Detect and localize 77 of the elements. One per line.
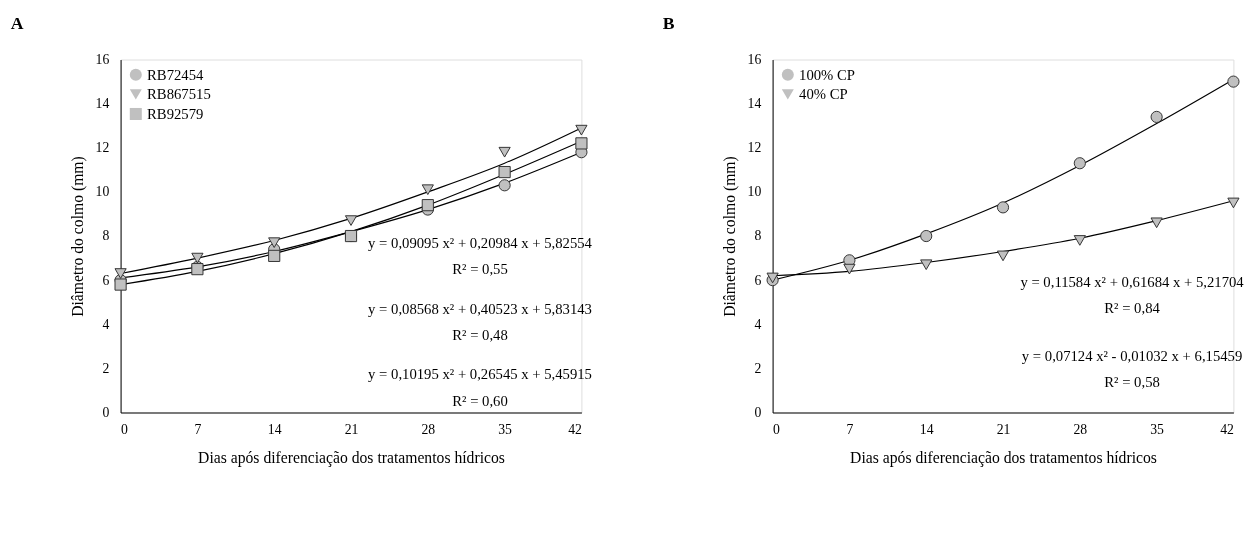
y-tick-label: 10 [747,184,762,200]
point [996,201,1010,214]
annotation: y = 0,10195 x² + 0,26545 x + 5,45915 [368,366,592,383]
point [1150,110,1163,123]
annotation: R² = 0,84 [1104,300,1161,317]
point [575,137,588,150]
point [1227,75,1240,88]
y-tick-label: 2 [102,360,110,376]
point [344,215,358,226]
x-axis-title: Dias após diferenciação dos tratamentos hídricos [850,449,1157,468]
x-tick-label: 14 [267,421,282,437]
point [498,146,511,158]
x-tick-label: 42 [568,421,583,437]
y-tick-label: 8 [102,228,110,244]
annotation: y = 0,08568 x² + 0,40523 x + 5,83143 [368,300,592,317]
chart-title: A [10,13,24,34]
point [191,252,204,264]
annotation: R² = 0,55 [452,261,508,278]
x-axis-title: Dias após diferenciação dos tratamentos hídricos [198,449,505,468]
point [920,229,933,243]
point [996,250,1010,262]
y-tick-label: 10 [95,184,110,200]
legend-label: 100% CP [799,66,855,83]
x-tick-label: 21 [344,421,359,437]
point [498,179,511,192]
y-tick-label: 12 [95,140,110,156]
x-tick-label: 7 [194,421,202,437]
legend-label: 40% CP [799,86,848,103]
point [1227,197,1240,209]
point [1073,235,1086,246]
y-tick-label: 6 [102,272,110,288]
y-tick-label: 2 [754,360,762,376]
x-tick-label: 42 [1220,421,1235,437]
x-tick-label: 28 [1073,421,1088,437]
y-axis-title: Diâmetro do colmo (mm) [720,156,739,317]
legend-label: RB867515 [147,86,211,103]
point [920,259,933,271]
legend-label: RB72454 [147,66,205,83]
annotation: y = 0,09095 x² + 0,20984 x + 5,82554 [368,235,593,251]
point [421,184,434,196]
y-tick-label: 4 [102,316,110,332]
annotation: R² = 0,48 [452,327,508,344]
y-tick-label: 4 [754,316,762,332]
point [498,165,511,179]
x-tick-label: 21 [996,421,1011,437]
point [114,278,127,291]
point [268,249,281,262]
point [268,237,281,248]
y-tick-label: 14 [95,96,110,112]
point [114,268,127,279]
y-tick-label: 0 [102,404,110,420]
y-tick-label: 16 [95,51,110,67]
point [1150,217,1163,229]
annotation: y = 0,11584 x² + 0,61684 x + 5,21704 [1020,273,1245,290]
y-tick-label: 8 [754,228,762,244]
y-tick-label: 14 [747,96,762,112]
annotation: y = 0,07124 x² - 0,01032 x + 6,15459 [1021,347,1243,364]
y-tick-label: 6 [754,272,762,288]
y-tick-label: 0 [754,404,762,420]
y-axis-title: Diâmetro do colmo (mm) [68,156,87,317]
y-tick-label: 12 [747,140,762,156]
x-tick-label: 35 [498,421,513,437]
annotation: R² = 0,58 [1104,374,1160,391]
legend-label: RB92579 [147,105,204,122]
x-tick-label: 14 [919,421,934,437]
point [843,263,856,275]
y-tick-label: 16 [747,51,762,67]
x-tick-label: 35 [1150,421,1165,437]
x-tick-label: 0 [121,421,129,437]
x-tick-label: 28 [421,421,436,437]
point [421,199,434,212]
chart-title: B [662,13,675,34]
annotation: R² = 0,60 [452,392,508,409]
x-tick-label: 0 [773,421,781,437]
point [1073,157,1086,170]
point [575,124,588,136]
x-tick-label: 7 [846,421,854,437]
